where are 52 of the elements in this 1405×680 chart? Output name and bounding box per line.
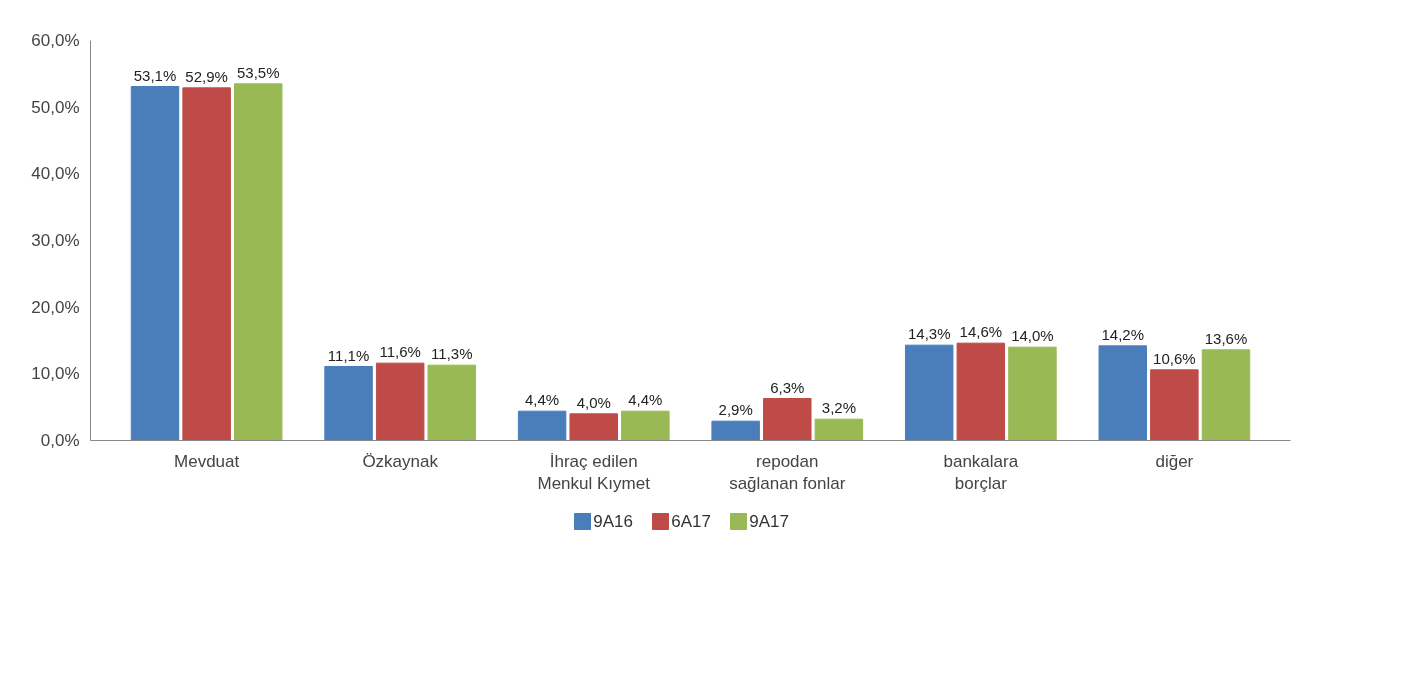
bar — [1008, 346, 1057, 441]
y-tick-label: 40,0% — [31, 164, 80, 184]
data-label: 4,0% — [576, 393, 611, 411]
bar — [1098, 345, 1147, 441]
x-tick-label: İhraç edilen Menkul Kıymet — [537, 451, 651, 494]
bar — [904, 344, 954, 441]
data-label: 14,3% — [907, 325, 951, 343]
data-label: 14,0% — [1011, 327, 1054, 345]
data-label: 14,2% — [1101, 325, 1145, 343]
data-label: 53,1% — [133, 66, 177, 84]
x-tick-label: Özkaynak — [362, 451, 439, 471]
x-tick-label: diğer — [1155, 451, 1194, 471]
y-tick-label: 0,0% — [40, 431, 80, 450]
legend-label: 9A16 — [593, 512, 633, 531]
data-label: 6,3% — [770, 378, 805, 396]
bar — [234, 83, 283, 441]
data-label: 14,6% — [959, 323, 1003, 341]
bar — [182, 87, 231, 441]
data-label: 4,4% — [628, 391, 663, 409]
bar — [517, 410, 567, 441]
data-label: 3,2% — [821, 399, 856, 417]
bar — [324, 366, 373, 441]
bar — [956, 342, 1006, 441]
legend-label: 9A17 — [749, 512, 789, 531]
bar — [711, 420, 760, 441]
bar — [375, 362, 425, 441]
bar — [1201, 349, 1251, 441]
data-label: 13,6% — [1204, 329, 1248, 347]
y-tick-label: 20,0% — [31, 297, 80, 317]
y-tick-label: 30,0% — [31, 231, 80, 250]
data-label: 2,9% — [718, 401, 753, 419]
data-label: 11,1% — [327, 346, 370, 364]
bar — [621, 410, 670, 441]
y-tick-label: 60,0% — [31, 31, 80, 50]
x-tick-label: Mevduat — [174, 451, 240, 471]
y-tick-label: 50,0% — [31, 97, 80, 117]
legend-label: 6A17 — [671, 512, 711, 531]
data-label: 52,9% — [185, 67, 228, 85]
y-tick-label: 10,0% — [31, 364, 80, 384]
x-tick-label: repodan sağlanan fonlar — [729, 451, 846, 494]
data-label: 4,4% — [525, 391, 560, 409]
bar — [427, 364, 477, 441]
x-tick-label: bankalara borçlar — [943, 451, 1019, 494]
bar — [814, 418, 864, 441]
data-label: 11,6% — [379, 343, 421, 361]
data-label: 10,6% — [1153, 349, 1196, 367]
bar — [763, 398, 812, 441]
data-label: 53,5% — [236, 63, 280, 81]
bar — [569, 413, 618, 441]
data-label: 11,3% — [431, 345, 473, 363]
bar — [130, 86, 180, 441]
bar — [1150, 369, 1199, 441]
